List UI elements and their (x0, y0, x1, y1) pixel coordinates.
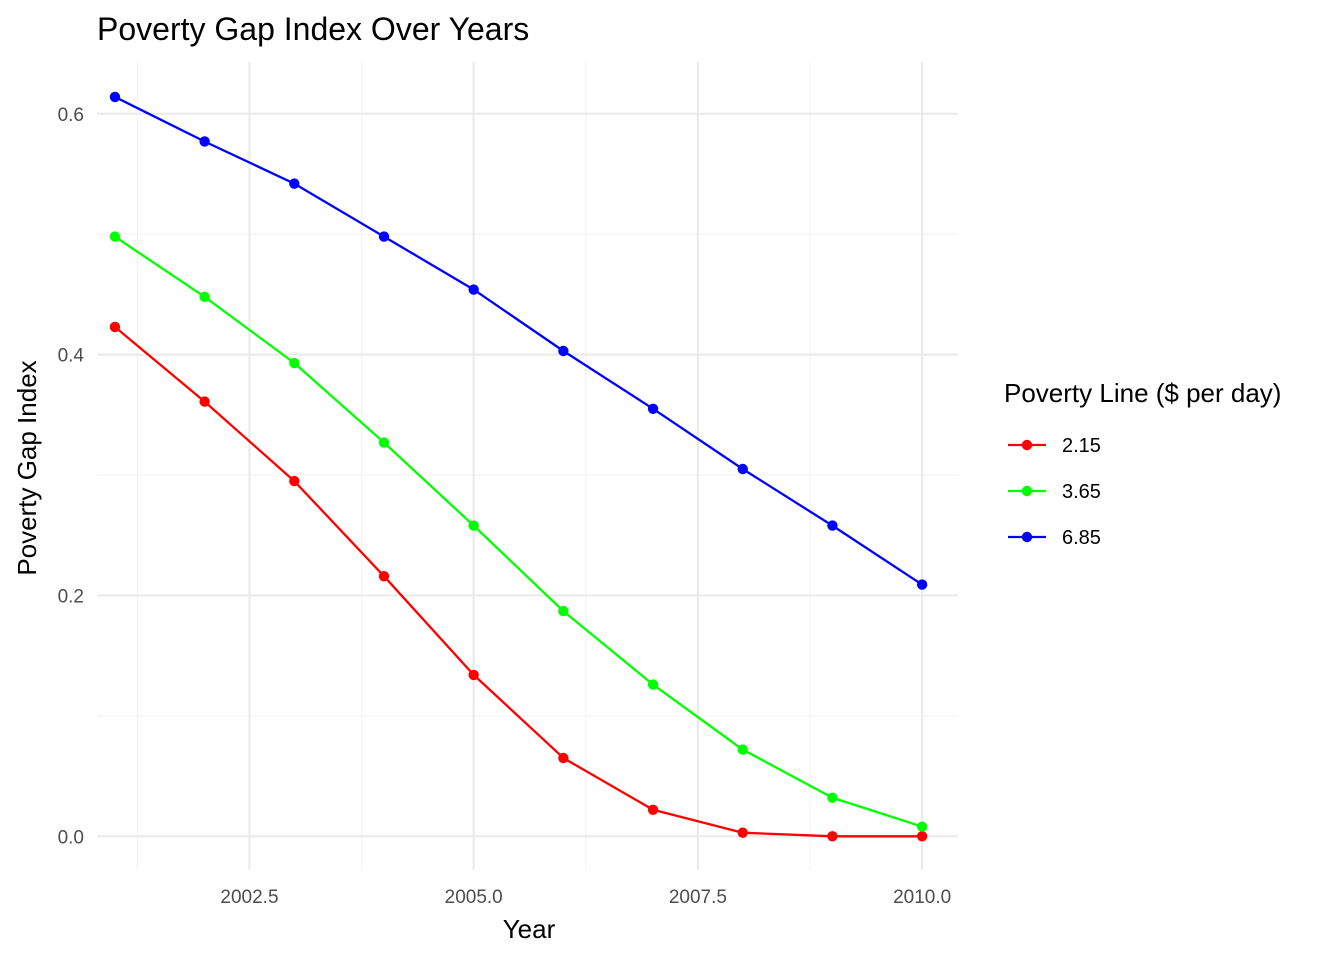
data-point-2.15 (289, 475, 300, 487)
y-axis-title: Poverty Gap Index (12, 360, 42, 575)
y-tick-label: 0.0 (58, 827, 84, 848)
data-point-3.65 (827, 792, 838, 803)
series-line-6.85 (114, 95, 923, 586)
grid-lines (97, 62, 958, 870)
data-point-2.15 (468, 669, 479, 681)
y-tick-label: 0.2 (58, 586, 84, 607)
series-line-2.15 (114, 326, 923, 838)
data-point-2.15 (199, 396, 210, 407)
chart-title: Poverty Gap Index Over Years (97, 11, 529, 47)
data-point-3.65 (558, 605, 569, 617)
data-point-2.15 (109, 321, 121, 333)
legend-title: Poverty Line ($ per day) (1004, 378, 1281, 408)
legend-key-point (1021, 531, 1033, 543)
data-point-2.15 (558, 752, 569, 764)
x-tick-label: 2002.5 (220, 887, 278, 908)
series-group (109, 91, 928, 842)
legend-label: 2.15 (1062, 435, 1101, 457)
series-line-3.65 (114, 235, 923, 828)
x-axis-ticks: 2002.5 2005.0 2007.5 2010.0 (220, 887, 951, 908)
legend-label: 6.85 (1062, 527, 1101, 549)
legend: Poverty Line ($ per day) 2.15 3.65 6.85 (1004, 378, 1281, 549)
data-point-6.85 (647, 403, 659, 415)
data-point-6.85 (378, 231, 390, 242)
data-point-3.65 (109, 231, 121, 242)
data-point-3.65 (199, 291, 210, 303)
data-point-2.15 (827, 831, 838, 842)
x-tick-label: 2007.5 (669, 887, 727, 908)
data-point-6.85 (199, 136, 210, 147)
data-point-6.85 (827, 520, 838, 531)
data-point-6.85 (916, 579, 928, 590)
legend-key-point (1021, 439, 1033, 451)
data-point-6.85 (109, 91, 121, 103)
data-point-2.15 (647, 804, 659, 815)
x-tick-label: 2010.0 (893, 887, 951, 908)
x-axis-title: Year (503, 914, 556, 944)
legend-key-point (1021, 485, 1033, 497)
data-point-2.15 (737, 827, 748, 838)
data-point-3.65 (468, 520, 479, 531)
data-point-6.85 (468, 284, 479, 295)
data-point-6.85 (558, 345, 569, 357)
y-axis-ticks: 0.0 0.2 0.4 0.6 (58, 105, 85, 849)
data-point-2.15 (378, 570, 390, 582)
x-tick-label: 2005.0 (445, 887, 503, 908)
y-tick-label: 0.4 (58, 346, 85, 367)
data-point-6.85 (737, 463, 748, 475)
legend-label: 3.65 (1062, 481, 1101, 503)
data-point-3.65 (647, 679, 659, 690)
data-point-2.15 (916, 831, 928, 842)
y-tick-label: 0.6 (58, 105, 84, 126)
data-point-6.85 (289, 178, 300, 189)
data-point-3.65 (289, 357, 300, 369)
data-point-3.65 (378, 437, 390, 448)
data-point-3.65 (737, 744, 748, 755)
data-point-3.65 (916, 821, 928, 832)
